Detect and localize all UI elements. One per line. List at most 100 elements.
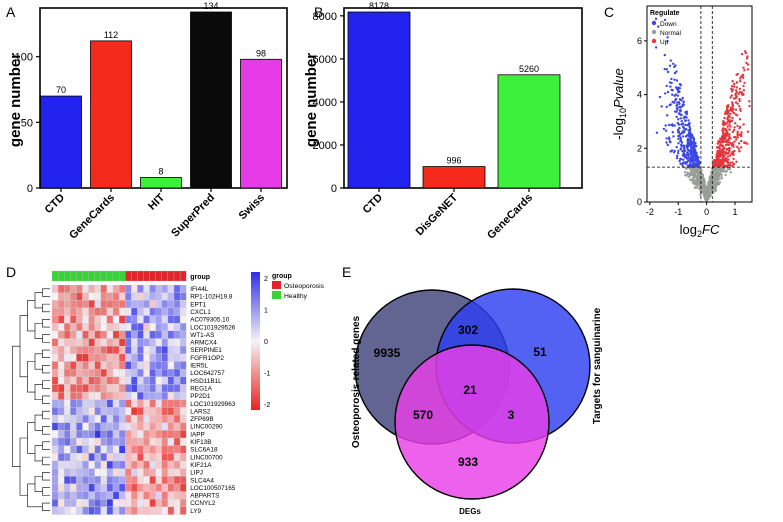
heatmap-cell [155, 460, 162, 469]
point-down [677, 149, 680, 153]
heatmap-cell [106, 353, 114, 362]
heatmap-cell [161, 361, 169, 370]
heatmap-cell [173, 330, 181, 339]
heatmap-cell [167, 499, 175, 508]
heatmap-cell [76, 384, 83, 393]
heatmap-cell [167, 353, 175, 362]
heatmap-cell [131, 506, 138, 515]
heatmap-cell [161, 399, 169, 408]
heatmap-cell [64, 346, 71, 355]
heatmap-cell [131, 323, 138, 332]
heatmap-cell [137, 330, 144, 339]
heatmap-cell [149, 460, 156, 469]
heatmap-cell [179, 323, 187, 332]
point-up [719, 140, 722, 144]
heatmap-cell [155, 414, 162, 423]
heatmap-cell [57, 284, 65, 293]
x-tick-label: SuperPred [169, 192, 217, 240]
point-up [726, 106, 729, 109]
point-normal [711, 189, 715, 192]
point-normal [695, 169, 699, 173]
heatmap-cell [173, 307, 181, 316]
heatmap-cell [155, 399, 162, 408]
dendrogram-branch [19, 437, 28, 496]
point-down [689, 163, 692, 166]
y-tick-label: 50 [21, 117, 33, 129]
heatmap-cell [57, 414, 65, 423]
heatmap-cell [51, 384, 59, 393]
point-down [668, 140, 672, 143]
heatmap-cell [179, 292, 187, 301]
heatmap-cell [57, 453, 65, 462]
point-up [721, 122, 724, 126]
point-up [722, 138, 726, 141]
point-down [681, 154, 685, 157]
heatmap-cell [82, 330, 89, 339]
point-down [680, 132, 683, 135]
heatmap-cell [100, 338, 108, 347]
point-up [724, 144, 728, 147]
point-down [682, 135, 685, 138]
point-normal [726, 168, 730, 171]
heatmap-cell [118, 506, 126, 515]
point-up [736, 72, 739, 76]
point-down [681, 130, 684, 133]
heatmap-cell [143, 491, 150, 500]
point-normal [703, 194, 706, 198]
heatmap-cell [94, 506, 101, 515]
heatmap-cell [51, 445, 59, 454]
point-down [691, 156, 695, 159]
heatmap-cell [125, 346, 132, 355]
heatmap-cell [112, 376, 120, 385]
heatmap-cell [143, 384, 150, 393]
heatmap-cell [88, 468, 95, 477]
point-up [739, 107, 742, 111]
point-up [724, 153, 727, 156]
heatmap-cell [161, 453, 169, 462]
y-tick-label: 4 [637, 90, 642, 100]
point-up [737, 147, 740, 150]
x-tick-label: CTD [361, 192, 386, 217]
heatmap-cell [167, 338, 175, 347]
heatmap-cell [149, 453, 156, 462]
point-down [690, 140, 693, 143]
heatmap-cell [118, 346, 126, 355]
point-up [722, 120, 725, 123]
group-cell [155, 270, 162, 282]
point-down [669, 103, 672, 106]
point-down [693, 152, 696, 155]
point-up [725, 130, 728, 134]
point-down [678, 126, 681, 130]
point-normal [706, 196, 709, 199]
heatmap-cell [173, 346, 181, 355]
point-normal [690, 170, 693, 174]
point-up [718, 164, 721, 168]
heatmap-cell [131, 330, 138, 339]
heatmap-cell [100, 376, 108, 385]
heatmap-cell [64, 460, 71, 469]
point-down [665, 141, 668, 144]
heatmap-cell [76, 453, 83, 462]
heatmap-cell [100, 445, 108, 454]
point-down [687, 134, 691, 137]
heatmap-cell [64, 376, 71, 385]
heatmap-cell [106, 506, 114, 515]
heatmap-cell [76, 499, 83, 508]
point-normal [713, 177, 717, 180]
heatmap-cell [57, 476, 65, 485]
heatmap-cell [161, 407, 169, 416]
point-up [734, 94, 737, 97]
x-tick-label: GeneCards [67, 192, 117, 242]
heatmap-cell [70, 445, 77, 454]
point-normal [695, 184, 698, 187]
heatmap-cell [88, 422, 95, 431]
heatmap-cell [143, 330, 150, 339]
heatmap-cell [88, 338, 95, 347]
heatmap-cell [51, 361, 59, 370]
heatmap-cell [51, 353, 59, 362]
point-up [721, 148, 725, 151]
heatmap-cell [125, 476, 132, 485]
heatmap-cell [112, 437, 120, 446]
heatmap-cell [155, 476, 162, 485]
point-up [728, 133, 731, 136]
